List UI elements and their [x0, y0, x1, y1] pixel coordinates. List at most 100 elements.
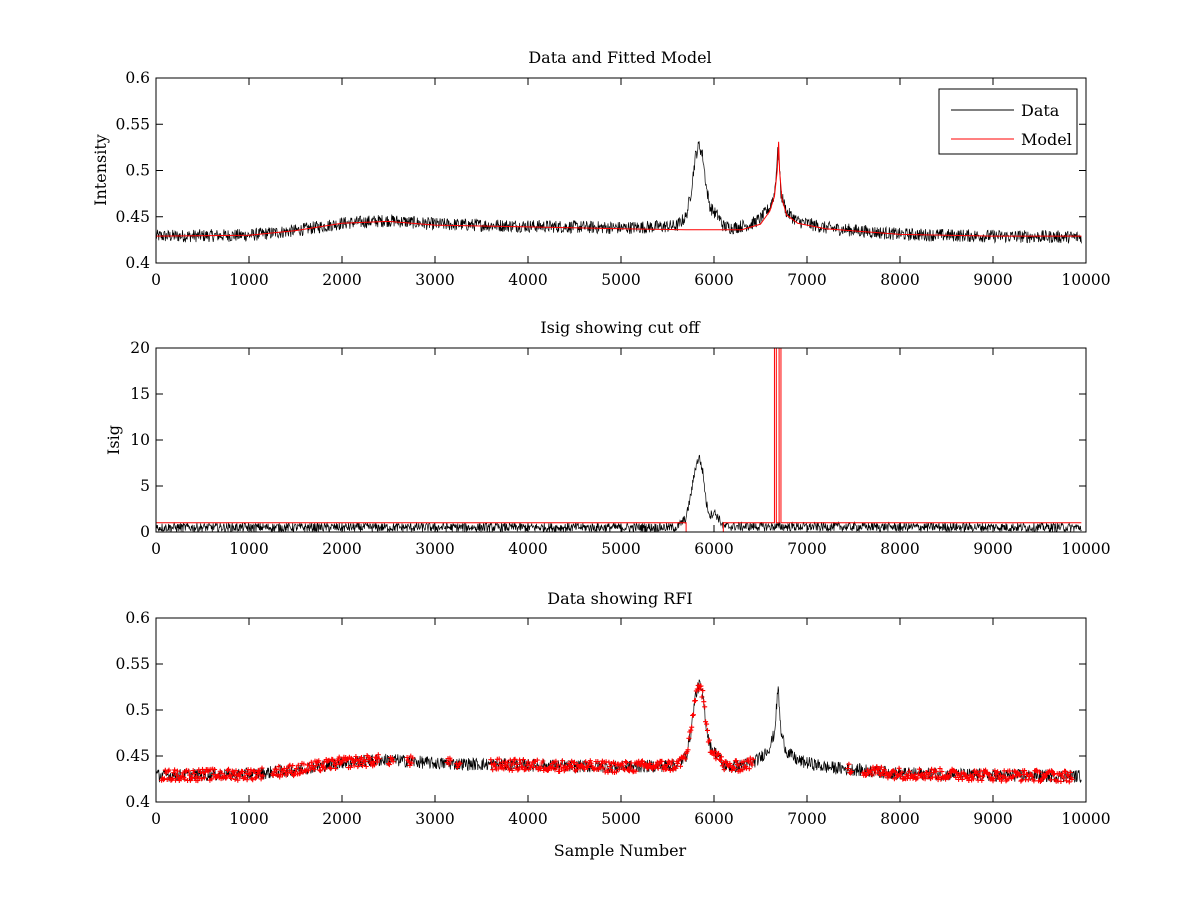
y-tick-label: 0.45: [115, 747, 150, 765]
rfi-marker: [337, 761, 343, 767]
rfi-marker: [510, 760, 516, 766]
rfi-marker: [567, 763, 573, 768]
rfi-marker: [534, 757, 540, 763]
rfi-marker: [669, 758, 675, 764]
rfi-marker: [647, 760, 653, 766]
rfi-marker: [170, 775, 176, 781]
x-tick-label: 9000: [973, 540, 1012, 558]
rfi-marker: [174, 772, 179, 778]
rfi-marker: [209, 776, 215, 782]
rfi-marker: [675, 761, 681, 766]
rfi-marker: [256, 768, 262, 774]
rfi-marker: [912, 772, 918, 778]
x-tick-label: 10000: [1061, 271, 1110, 289]
rfi-marker: [954, 770, 960, 776]
rfi-marker: [623, 759, 629, 765]
x-tick-label: 10000: [1061, 810, 1110, 828]
rfi-marker: [906, 768, 912, 774]
panel-isig-showing-cut-off: Isig showing cut off Isig 0 1000 2000 3000 4…: [104, 318, 1111, 558]
rfi-marker: [656, 761, 662, 767]
rfi-marker: [561, 768, 567, 774]
rfi-marker: [892, 769, 898, 775]
rfi-marker: [501, 766, 507, 772]
rfi-marker: [374, 759, 380, 765]
rfi-marker: [219, 770, 225, 776]
rfi-marker: [727, 760, 733, 766]
rfi-marker: [290, 763, 296, 769]
rfi-marker: [389, 755, 395, 761]
y-axis-label: Intensity: [91, 134, 110, 206]
rfi-marker: [565, 766, 571, 772]
rfi-marker: [878, 764, 884, 770]
rfi-marker: [233, 768, 239, 774]
rfi-marker: [232, 776, 238, 782]
rfi-marker: [559, 758, 565, 764]
x-tick-label: 7000: [787, 810, 826, 828]
rfi-marker: [689, 724, 695, 730]
rfi-marker: [515, 767, 521, 773]
rfi-marker: [554, 765, 560, 771]
rfi-marker: [359, 755, 364, 760]
rfi-marker: [638, 762, 643, 768]
rfi-marker: [998, 778, 1004, 784]
rfi-marker: [627, 764, 633, 770]
rfi-marker: [1041, 775, 1047, 781]
rfi-marker: [282, 769, 288, 775]
rfi-marker: [518, 760, 524, 766]
rfi-marker: [171, 770, 177, 776]
rfi-marker: [686, 735, 692, 741]
rfi-marker: [490, 767, 496, 773]
y-tick-label: 0.4: [125, 254, 150, 272]
rfi-marker: [696, 686, 702, 692]
rfi-marker: [979, 777, 985, 783]
rfi-marker: [293, 766, 299, 771]
rfi-marker: [736, 762, 742, 768]
rfi-marker: [915, 775, 921, 781]
rfi-marker: [336, 754, 342, 760]
rfi-marker: [241, 775, 247, 781]
rfi-marker: [558, 762, 563, 768]
rfi-marker: [616, 766, 622, 772]
series-isig-line: [156, 454, 1082, 532]
rfi-marker: [662, 763, 668, 769]
rfi-marker: [938, 776, 944, 782]
rfi-marker: [180, 770, 186, 776]
rfi-marker: [931, 770, 936, 776]
rfi-marker: [585, 765, 590, 770]
rfi-marker: [172, 767, 178, 773]
rfi-marker: [991, 776, 997, 782]
rfi-marker: [1037, 779, 1043, 784]
rfi-marker: [362, 759, 368, 764]
rfi-marker: [1011, 768, 1017, 774]
rfi-marker: [922, 776, 928, 782]
rfi-marker: [733, 758, 739, 764]
rfi-marker: [639, 759, 644, 765]
rfi-marker: [1037, 769, 1042, 775]
y-tick-label: 0.6: [125, 609, 150, 627]
rfi-marker: [700, 688, 706, 694]
rfi-marker: [235, 777, 241, 783]
rfi-marker: [240, 769, 245, 775]
rfi-marker: [351, 763, 357, 769]
rfi-marker: [360, 763, 365, 769]
x-tick-label: 7000: [787, 540, 826, 558]
rfi-marker: [626, 768, 632, 774]
rfi-marker: [645, 765, 651, 771]
rfi-marker: [409, 760, 415, 766]
rfi-marker: [600, 765, 606, 771]
rfi-marker: [326, 757, 332, 763]
rfi-marker: [225, 767, 231, 773]
rfi-marker: [301, 761, 307, 767]
x-tick-label: 0: [151, 810, 161, 828]
rfi-marker: [929, 766, 935, 772]
x-tick-label: 6000: [694, 271, 733, 289]
rfi-marker: [668, 761, 674, 767]
rfi-marker: [937, 766, 943, 772]
rfi-marker: [446, 761, 452, 767]
rfi-marker: [321, 759, 327, 765]
rfi-marker: [202, 769, 208, 775]
rfi-marker: [588, 760, 594, 766]
rfi-marker: [308, 759, 314, 765]
rfi-marker: [745, 758, 751, 764]
rfi-marker: [194, 774, 200, 780]
